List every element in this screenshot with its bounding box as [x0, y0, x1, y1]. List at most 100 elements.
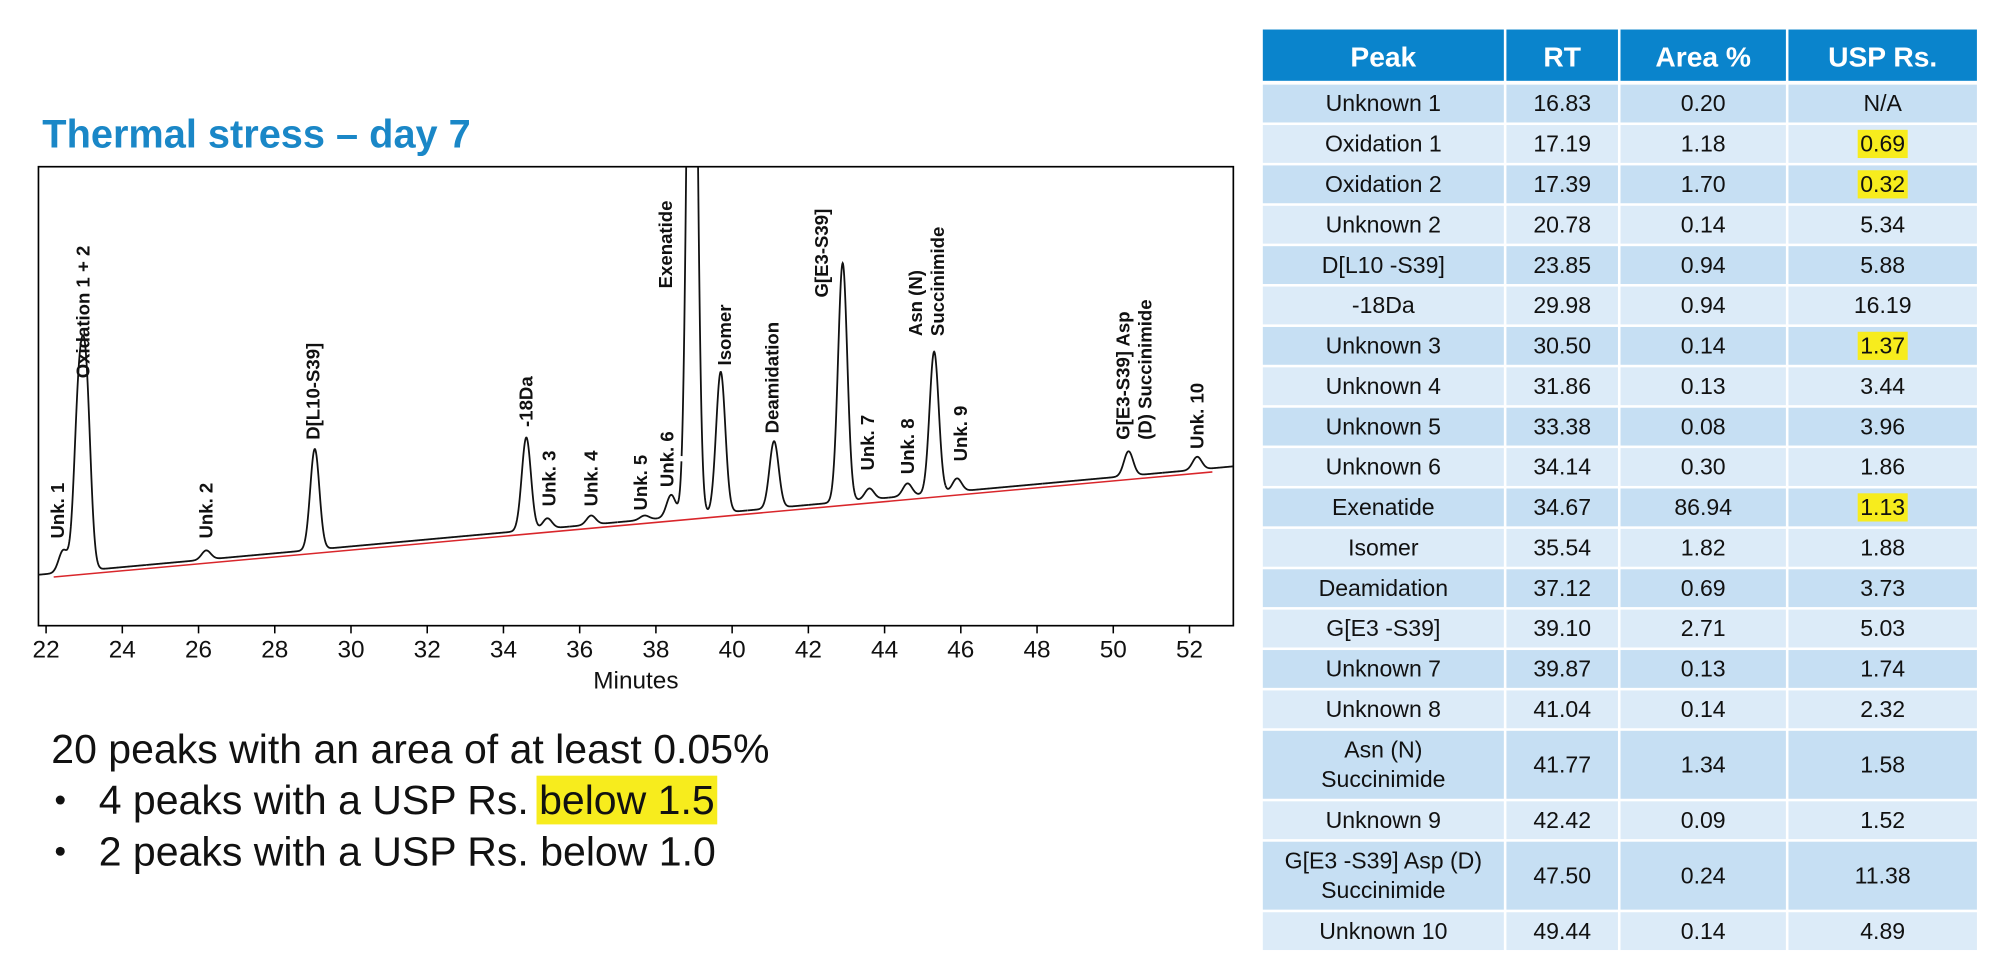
table-cell: [1506, 246, 1618, 285]
cell-text: 35.54: [1533, 534, 1591, 560]
table-cell: [1262, 165, 1504, 204]
table-cell: [1620, 367, 1786, 406]
cell-text: 16.19: [1854, 292, 1912, 318]
peak-label: Unk. 5: [630, 455, 651, 511]
peak-label: Unk. 3: [539, 451, 560, 507]
x-tick-label: 26: [185, 637, 212, 664]
table-cell: [1788, 569, 1977, 608]
cell-text: 0.13: [1681, 656, 1726, 682]
peak: [535, 517, 570, 529]
cell-text: 29.98: [1533, 292, 1591, 318]
x-tick-label: 28: [261, 637, 288, 664]
peak-label: Unk. 8: [897, 418, 918, 474]
table-cell: [1620, 912, 1786, 951]
table-cell: [1506, 841, 1618, 910]
table-cell: [1262, 286, 1504, 325]
cell-text: 0.14: [1681, 211, 1726, 237]
cell-text: 1.74: [1860, 656, 1905, 682]
cell-text: 0.30: [1681, 454, 1726, 480]
header-cell: [1262, 29, 1504, 81]
cell-text: 23.85: [1533, 252, 1591, 278]
cell-text: 0.08: [1681, 413, 1726, 439]
peak-label: Succinimide: [927, 227, 948, 336]
cell-text: 5.34: [1860, 211, 1905, 237]
header-cell: [1620, 29, 1786, 81]
cell-text: 0.32: [1860, 171, 1905, 197]
table-cell: [1506, 205, 1618, 244]
cell-text: 1.34: [1681, 751, 1726, 777]
table-cell: [1788, 690, 1977, 729]
cell-highlight: [1857, 129, 1908, 159]
notes-heading: 20 peaks with an area of at least 0.05%: [51, 726, 769, 772]
table-cell: [1620, 205, 1786, 244]
table-cell: [1620, 801, 1786, 840]
peak-label: D[L10-S39]: [302, 343, 323, 440]
cell-text: 17.19: [1533, 131, 1591, 157]
x-tick-label: 46: [947, 637, 974, 664]
peak-label: Asn (N): [905, 270, 926, 336]
table-cell: [1788, 286, 1977, 325]
plot-frame: [37, 165, 1235, 627]
header-cell: [1506, 29, 1618, 81]
cell-text: Succinimide: [1321, 877, 1445, 903]
peak-label: Unk. 2: [196, 483, 217, 539]
cell-text: 11.38: [1855, 862, 1911, 888]
table-cell: [1788, 650, 1977, 688]
x-tick-label: 50: [1100, 637, 1127, 664]
table-cell: [1788, 367, 1977, 406]
table-cell: [1788, 84, 1977, 123]
cell-text: -18Da: [1352, 292, 1415, 318]
table-cell: [1262, 569, 1504, 608]
peak-label: Unk. 7: [857, 415, 878, 471]
cell-text: Unknown 4: [1326, 373, 1442, 399]
cell-text: Asn (N): [1344, 737, 1422, 763]
cell-text: 1.13: [1860, 494, 1905, 520]
cell-text: 3.73: [1860, 575, 1905, 601]
peak: [705, 371, 748, 513]
table-cell: [1262, 801, 1504, 840]
cell-text: Unknown 5: [1326, 413, 1441, 439]
table-cell: [1506, 125, 1618, 163]
cell-text: 30.50: [1533, 333, 1591, 359]
table-cell: [1620, 690, 1786, 729]
x-tick-label: 52: [1176, 637, 1203, 664]
peak-label: Exenatide: [655, 201, 676, 289]
table-cell: [1506, 488, 1618, 527]
table-cell: [1788, 205, 1977, 244]
peak: [260, 448, 421, 556]
table-cell: [1620, 165, 1786, 204]
table-cell: [1620, 125, 1786, 163]
table-cell: [1506, 569, 1618, 608]
cell-text: 3.44: [1860, 373, 1905, 399]
table-cell: [1506, 730, 1618, 799]
table-cell: [1620, 286, 1786, 325]
cell-text: G[E3 -S39] Asp (D): [1285, 848, 1482, 874]
table-cell: [1262, 528, 1504, 567]
x-tick-label: 42: [795, 637, 822, 664]
table-cell: [1262, 407, 1504, 446]
cell-text: 0.13: [1681, 373, 1726, 399]
cell-text: 0.94: [1681, 252, 1726, 278]
table-cell: [1788, 609, 1977, 648]
peak: [855, 487, 889, 500]
cell-text: 5.03: [1860, 615, 1905, 641]
cell-text: 1.82: [1681, 534, 1726, 560]
cell-text: 1.18: [1681, 131, 1726, 157]
x-tick-label: 34: [490, 637, 517, 664]
peak-label: G[E3-S39]: [811, 209, 832, 298]
trace: [38, 166, 1234, 576]
cell-text: Unknown 10: [1319, 918, 1447, 944]
table-cell: [1506, 84, 1618, 123]
peak-label: Unk. 10: [1187, 383, 1208, 449]
table-cell: [1506, 528, 1618, 567]
peak: [1042, 450, 1163, 485]
cell-text: 0.24: [1681, 862, 1726, 888]
peak-label: (D) Succinimide: [1135, 299, 1156, 439]
table-cell: [1788, 912, 1977, 951]
cell-text: G[E3 -S39]: [1326, 615, 1440, 641]
table-cell: [1620, 84, 1786, 123]
header-cell: [1788, 29, 1977, 81]
peak: [420, 436, 538, 541]
peak-label: Unk. 1: [47, 483, 68, 539]
